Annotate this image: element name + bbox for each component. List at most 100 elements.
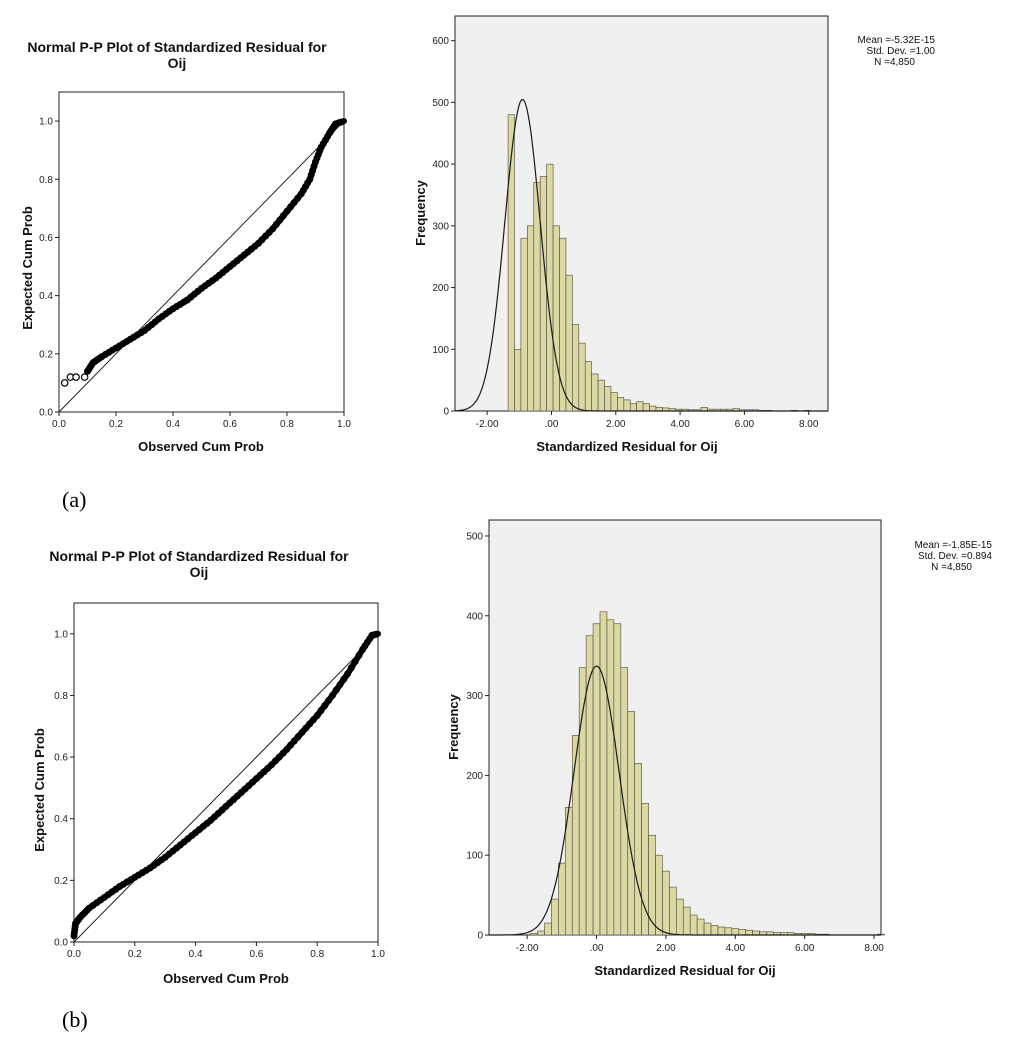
y-tick-label: 0.0 bbox=[39, 408, 53, 419]
plot-frame bbox=[58, 91, 345, 413]
pp-plot-b: Normal P-P Plot of Standardized Residual… bbox=[32, 548, 385, 986]
data-point bbox=[304, 179, 312, 187]
chart-title-line1: Normal P-P Plot of Standardized Residual… bbox=[27, 39, 327, 55]
data-point bbox=[328, 691, 336, 699]
histogram-bar bbox=[551, 898, 559, 936]
data-point bbox=[287, 741, 295, 749]
histogram-bar bbox=[655, 854, 663, 936]
histogram-bar bbox=[629, 403, 637, 412]
data-point bbox=[123, 878, 131, 886]
x-axis-label: Observed Cum Prob bbox=[163, 971, 289, 986]
x-tick-label: 8.00 bbox=[864, 943, 884, 954]
y-tick-label: 0.4 bbox=[39, 291, 53, 302]
x-tick-label: 8.00 bbox=[799, 419, 819, 430]
data-point bbox=[283, 745, 291, 753]
data-point bbox=[245, 782, 253, 790]
data-point bbox=[173, 303, 181, 311]
histogram-bar bbox=[606, 619, 615, 936]
data-point bbox=[101, 351, 109, 359]
histogram-bar bbox=[676, 898, 684, 936]
data-point bbox=[279, 749, 287, 757]
x-tick-label: 4.00 bbox=[670, 419, 690, 430]
histogram-a: -2.00 .00 2.00 4.00 6.00 8.00 0 100 200 300 400 500… bbox=[413, 15, 935, 454]
data-point bbox=[276, 216, 284, 224]
histogram-bar bbox=[558, 862, 566, 936]
y-tick-label: 500 bbox=[466, 531, 483, 542]
data-point bbox=[138, 869, 146, 877]
x-tick-label: 1.0 bbox=[337, 419, 351, 430]
chart-title-line1: Normal P-P Plot of Standardized Residual… bbox=[49, 548, 349, 564]
y-axis-label: Frequency bbox=[413, 179, 428, 246]
histogram-bar bbox=[584, 361, 592, 412]
histogram-bar bbox=[565, 274, 573, 412]
data-point bbox=[325, 696, 333, 704]
x-tick-label: 0.4 bbox=[166, 419, 180, 430]
histogram-bar bbox=[559, 237, 567, 412]
reference-line bbox=[73, 633, 379, 943]
data-point bbox=[135, 871, 143, 879]
y-tick-label: 0.6 bbox=[39, 233, 53, 244]
histogram-bar bbox=[544, 922, 552, 936]
data-point bbox=[112, 344, 120, 352]
y-tick-label: 0 bbox=[477, 931, 483, 942]
data-point bbox=[142, 866, 150, 874]
data-point bbox=[298, 728, 306, 736]
histogram-bar bbox=[591, 373, 599, 412]
data-point bbox=[279, 212, 287, 220]
data-point bbox=[119, 340, 127, 348]
data-point bbox=[207, 816, 215, 824]
data-point bbox=[340, 675, 348, 683]
stat-n: N =4,850 bbox=[931, 562, 972, 573]
data-point bbox=[372, 630, 380, 638]
plot-frame bbox=[73, 602, 379, 943]
histogram-bar bbox=[634, 763, 642, 936]
data-point bbox=[302, 183, 310, 191]
x-tick-label: 6.00 bbox=[735, 419, 755, 430]
hist-a-bars bbox=[507, 114, 811, 412]
pp-b-axes: 0.0 0.2 0.4 0.6 0.8 1.0 0.0 0.2 0.4 0.6 0.8 1.0 bbox=[54, 629, 385, 960]
y-tick-label: 300 bbox=[466, 691, 483, 702]
y-tick-label: 200 bbox=[466, 771, 483, 782]
data-point bbox=[351, 658, 359, 666]
data-point bbox=[241, 785, 249, 793]
data-point bbox=[312, 158, 319, 166]
histogram-bar bbox=[669, 886, 677, 936]
data-point bbox=[275, 753, 283, 761]
data-point bbox=[255, 239, 262, 247]
histogram-bar bbox=[599, 611, 608, 936]
y-tick-label: 0.2 bbox=[54, 876, 68, 887]
data-point bbox=[116, 342, 124, 350]
data-point bbox=[309, 716, 317, 724]
y-tick-label: 600 bbox=[432, 36, 449, 47]
x-axis-label: Standardized Residual for Oij bbox=[536, 439, 717, 454]
y-tick-label: 0.0 bbox=[54, 938, 68, 949]
y-axis-label: Expected Cum Prob bbox=[32, 728, 47, 852]
data-point bbox=[290, 737, 298, 745]
x-tick-label: 0.2 bbox=[109, 419, 123, 430]
histogram-bar bbox=[537, 930, 545, 936]
histogram-bar bbox=[571, 735, 580, 936]
normal-curve bbox=[489, 665, 881, 936]
y-tick-label: 1.0 bbox=[54, 629, 68, 640]
data-point bbox=[80, 373, 89, 381]
data-point bbox=[299, 186, 307, 194]
chart-title-line2: Oij bbox=[168, 55, 187, 71]
histogram-bar bbox=[507, 114, 515, 412]
data-point bbox=[126, 335, 134, 343]
data-point bbox=[260, 768, 268, 776]
data-point bbox=[137, 329, 145, 337]
data-point bbox=[287, 203, 295, 211]
data-point bbox=[78, 911, 86, 919]
histogram-bar bbox=[627, 711, 635, 936]
data-point bbox=[297, 190, 305, 198]
histogram-bar bbox=[648, 834, 656, 936]
data-point bbox=[81, 909, 89, 917]
y-tick-label: 400 bbox=[466, 611, 483, 622]
y-axis-label: Frequency bbox=[446, 693, 461, 760]
data-point bbox=[230, 795, 238, 803]
histogram-bar bbox=[623, 399, 631, 412]
y-tick-label: 400 bbox=[432, 160, 449, 171]
data-point bbox=[105, 348, 113, 356]
data-point bbox=[237, 789, 245, 797]
plot-frame bbox=[488, 519, 882, 936]
